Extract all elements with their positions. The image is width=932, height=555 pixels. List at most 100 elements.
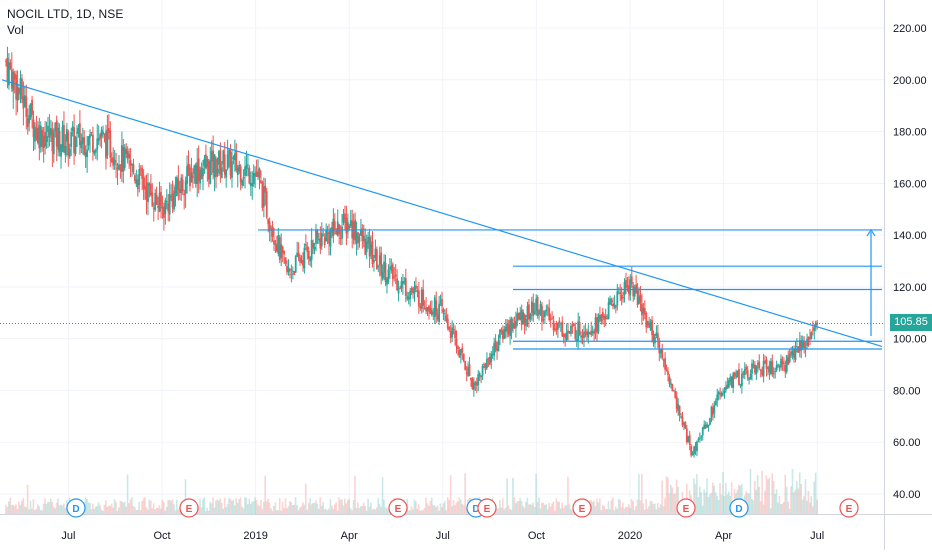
candle-body	[289, 268, 291, 271]
volume-label: Vol	[7, 23, 24, 37]
volume-bar	[777, 502, 779, 514]
candle-body	[522, 311, 525, 324]
candle-body	[341, 226, 343, 239]
candle-body	[136, 179, 139, 190]
volume-bar	[536, 501, 539, 514]
candle-body	[355, 233, 358, 244]
volume-bar	[462, 504, 465, 514]
candle-body	[417, 290, 420, 307]
candle-body	[158, 193, 161, 212]
candle-body	[87, 136, 90, 146]
candle-body	[339, 237, 342, 239]
volume-bar	[92, 503, 94, 514]
volume-bar	[794, 489, 797, 514]
volume-bar	[659, 504, 662, 514]
volume-bar	[698, 486, 701, 514]
volume-bar	[317, 508, 320, 514]
volume-bar	[313, 503, 316, 514]
candle-body	[223, 154, 226, 175]
volume-bar	[144, 497, 146, 514]
event-marker-label: D	[72, 504, 79, 515]
volume-bar	[652, 503, 655, 514]
candle-body	[646, 320, 649, 326]
volume-bar	[654, 503, 656, 514]
earnings-marker	[388, 498, 408, 518]
volume-bar	[362, 502, 365, 514]
volume-bar	[703, 489, 705, 514]
volume-bar	[561, 502, 563, 514]
candle-body	[239, 166, 242, 183]
candle-body	[402, 281, 404, 285]
candle-body	[535, 298, 538, 311]
candle-body	[412, 291, 414, 294]
candle-body	[761, 369, 764, 376]
volume-bar	[713, 485, 716, 514]
volume-bar	[25, 507, 27, 514]
candle-body	[499, 329, 501, 339]
volume-bar	[700, 492, 703, 514]
candle-body	[555, 329, 558, 331]
volume-bar	[323, 509, 326, 514]
volume-bar	[12, 504, 14, 514]
volume-bar	[630, 499, 633, 514]
volume-bar	[58, 505, 61, 514]
volume-bar	[380, 506, 382, 514]
volume-bar	[103, 504, 106, 514]
candle-body	[656, 333, 659, 340]
event-marker-label: E	[484, 504, 491, 515]
volume-bar	[203, 497, 206, 514]
candle-body	[260, 180, 262, 184]
volume-bar	[457, 501, 459, 514]
candle-body	[678, 405, 681, 416]
candle-body	[307, 250, 310, 259]
volume-bar	[448, 500, 450, 514]
candle-body	[262, 186, 265, 207]
candle-body	[48, 129, 51, 138]
candle-body	[110, 158, 113, 162]
volume-bar	[147, 509, 149, 514]
volume-bar	[231, 500, 233, 514]
candle-body	[659, 349, 662, 354]
volume-bar	[105, 500, 107, 514]
candle-body	[16, 83, 19, 101]
candle-body	[391, 264, 394, 280]
volume-bar	[299, 507, 301, 514]
volume-bar	[260, 499, 262, 514]
volume-bar	[597, 502, 600, 514]
candle-body	[459, 349, 462, 356]
candle-body	[588, 332, 591, 334]
volume-bar	[642, 503, 645, 514]
candle-body	[271, 226, 274, 237]
volume-bar	[154, 509, 156, 514]
event-marker-label: E	[186, 504, 193, 515]
volume-bar	[265, 501, 268, 514]
volume-bar	[210, 503, 213, 514]
candle-body	[420, 289, 423, 309]
candle-body	[632, 285, 635, 297]
candle-body	[474, 382, 477, 385]
candle-body	[500, 330, 503, 332]
candle-body	[512, 323, 514, 329]
volume-bar	[213, 507, 216, 514]
candle-body	[147, 182, 149, 203]
event-marker-label: D	[735, 504, 742, 515]
earnings-marker	[839, 498, 859, 518]
candle-body	[572, 323, 575, 327]
volume-bar	[600, 510, 603, 514]
candle-body	[796, 346, 798, 348]
candle-body	[738, 369, 740, 385]
candle-body	[154, 192, 157, 211]
candle-body	[249, 183, 252, 187]
volume-bar	[428, 505, 430, 514]
volume-bar	[658, 507, 661, 514]
volume-bar	[57, 498, 59, 514]
price-tick-label: 100.00	[893, 334, 927, 346]
volume-bar	[755, 489, 758, 514]
candle-body	[720, 392, 723, 397]
candle-body	[28, 115, 31, 124]
candle-body	[361, 228, 364, 242]
candle-body	[52, 131, 55, 155]
